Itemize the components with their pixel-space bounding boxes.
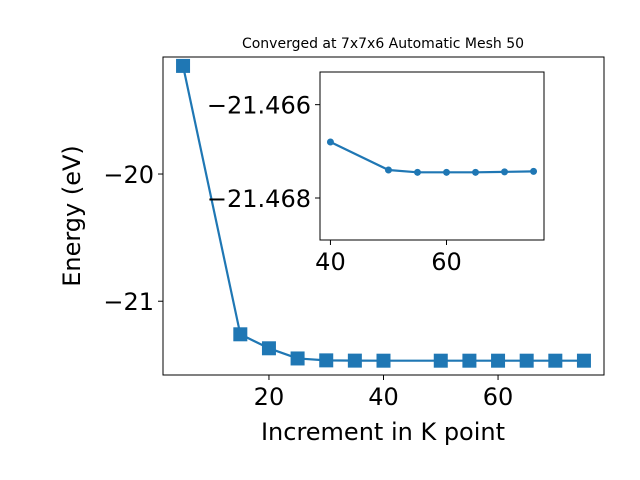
y-axis-label: Energy (eV): [58, 145, 86, 287]
main-x-tick-label: 60: [483, 383, 514, 411]
inset-y-tick-label: −21.468: [207, 185, 311, 213]
inset-data-point: [530, 167, 538, 175]
inset-data-point: [413, 168, 421, 176]
main-series: [176, 58, 591, 368]
main-x-tick-label: 40: [368, 383, 399, 411]
main-data-point: [376, 353, 391, 368]
main-data-point: [347, 353, 362, 368]
inset-data-point: [472, 168, 480, 176]
main-x-tick-label: 20: [254, 383, 285, 411]
main-data-point: [261, 341, 276, 356]
x-axis-label: Increment in K point: [261, 418, 505, 446]
main-data-point: [462, 353, 477, 368]
inset-y-tick-label: −21.466: [207, 92, 311, 120]
main-x-ticks: 20 40 60: [254, 375, 514, 411]
main-data-point: [176, 58, 191, 73]
inset-series: [326, 138, 538, 176]
main-data-point: [233, 327, 248, 342]
inset-data-point: [443, 168, 451, 176]
inset-y-ticks: −21.468 −21.466: [207, 92, 320, 213]
main-data-point: [319, 353, 334, 368]
inset-plot: 40 60 −21.468 −21.466: [207, 71, 545, 276]
main-data-point: [519, 353, 534, 368]
main-y-tick-label: −21: [103, 288, 154, 316]
inset-x-tick-label: 60: [431, 248, 462, 276]
main-data-point: [290, 351, 305, 366]
inset-data-point: [501, 168, 509, 176]
main-y-ticks: −21 −20: [103, 161, 163, 316]
inset-x-ticks: 40 60: [315, 240, 462, 276]
inset-plot-frame: [319, 71, 545, 241]
inset-x-tick-label: 40: [315, 248, 346, 276]
main-data-point: [576, 353, 591, 368]
inset-data-point: [384, 166, 392, 174]
main-data-point: [433, 353, 448, 368]
main-data-point: [491, 353, 506, 368]
chart-title: Converged at 7x7x6 Automatic Mesh 50: [242, 36, 524, 52]
main-data-point: [548, 353, 563, 368]
main-y-tick-label: −20: [103, 161, 154, 189]
inset-data-point: [326, 138, 334, 146]
